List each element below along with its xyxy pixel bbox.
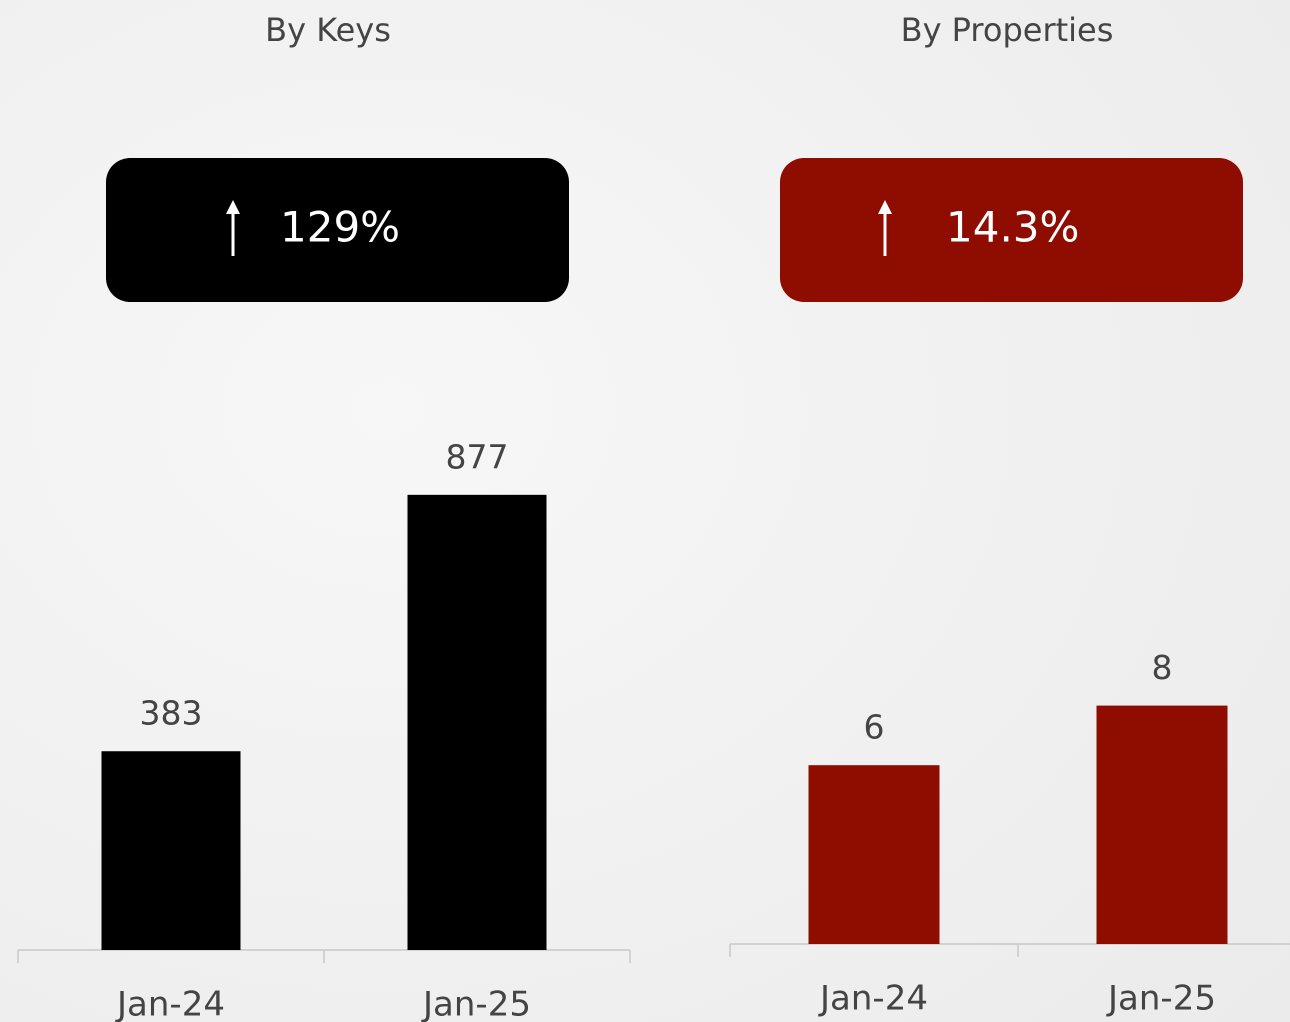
chart-title: By Properties [901, 11, 1114, 49]
chart-title: By Keys [265, 11, 391, 49]
x-tick-label: Jan-24 [115, 985, 225, 1022]
x-tick-label: Jan-25 [1106, 979, 1216, 1019]
data-label: 8 [1152, 648, 1173, 687]
change-value: 14.3% [946, 203, 1079, 252]
bar [407, 494, 547, 950]
bar [101, 751, 241, 950]
x-tick-label: Jan-24 [818, 979, 928, 1019]
data-label: 877 [446, 437, 509, 476]
up-arrow-head [226, 200, 240, 214]
change-badge [106, 158, 569, 302]
change-value: 129% [280, 203, 400, 252]
x-tick-label: Jan-25 [421, 985, 531, 1022]
change-badge [780, 158, 1243, 302]
up-arrow-head [878, 200, 892, 214]
bar [1096, 705, 1228, 944]
data-label: 383 [140, 694, 203, 733]
data-label: 6 [864, 708, 885, 747]
bar [808, 765, 940, 944]
